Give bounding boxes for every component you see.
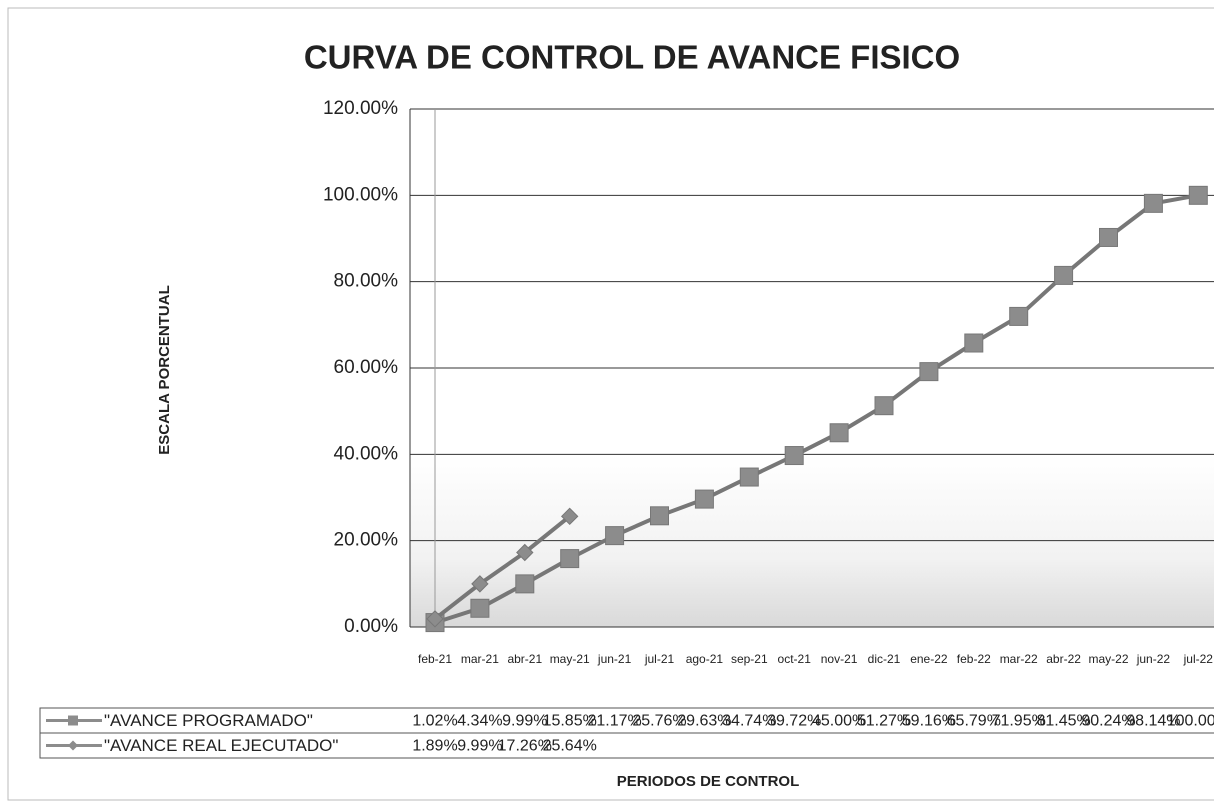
table-value: 1.89% xyxy=(412,738,457,755)
x-tick-label: nov-21 xyxy=(821,652,858,666)
x-tick-label: ago-21 xyxy=(686,652,724,666)
table-value: 25.64% xyxy=(543,738,597,755)
x-tick-label: jul-21 xyxy=(644,652,675,666)
y-tick-label: 100.00% xyxy=(323,184,398,205)
table-value: 1.02% xyxy=(412,713,457,730)
table-value: 59.16% xyxy=(902,713,956,730)
table-value: 9.99% xyxy=(457,738,502,755)
marker xyxy=(784,446,804,466)
marker xyxy=(650,506,669,526)
x-tick-label: jun-22 xyxy=(1136,652,1171,666)
x-tick-label: feb-22 xyxy=(957,652,991,666)
marker xyxy=(605,526,625,546)
marker xyxy=(964,333,984,353)
marker xyxy=(1054,265,1074,285)
chart-border xyxy=(7,7,1214,801)
table-value: 65.79% xyxy=(947,713,1001,730)
x-tick-label: oct-21 xyxy=(778,652,812,666)
marker xyxy=(1188,185,1208,205)
chart-title: CURVA DE CONTROL DE AVANCE FISICO xyxy=(304,39,960,76)
marker xyxy=(694,489,714,509)
x-tick-label: sep-21 xyxy=(731,652,768,666)
table-value: 29.63% xyxy=(677,713,731,730)
marker xyxy=(739,467,759,487)
table-value: 90.24% xyxy=(1081,713,1135,730)
marker xyxy=(470,598,490,618)
marker xyxy=(426,610,444,628)
table-value: 100.00% xyxy=(1167,713,1214,730)
x-tick-label: mar-21 xyxy=(461,652,499,666)
table-value: 25.76% xyxy=(632,713,686,730)
x-tick-label: abr-22 xyxy=(1046,652,1081,666)
legend-label: "AVANCE REAL EJECUTADO" xyxy=(104,736,338,755)
legend-marker xyxy=(68,740,78,751)
marker xyxy=(874,396,894,416)
marker xyxy=(1143,193,1163,213)
legend-marker xyxy=(68,715,78,726)
marker xyxy=(829,423,849,443)
marker xyxy=(1099,227,1118,247)
table-value: 34.74% xyxy=(722,713,776,730)
legend-label: "AVANCE PROGRAMADO" xyxy=(104,711,313,730)
x-tick-label: feb-21 xyxy=(418,652,452,666)
y-tick-label: 120.00% xyxy=(323,98,398,119)
y-axis-title: ESCALA PORCENTUAL xyxy=(156,285,173,454)
x-tick-label: mar-22 xyxy=(1000,652,1038,666)
series-line xyxy=(433,514,571,621)
x-tick-label: jun-21 xyxy=(597,652,632,666)
table-value: 4.34% xyxy=(457,713,502,730)
y-tick-label: 40.00% xyxy=(334,443,399,464)
marker xyxy=(560,549,580,569)
x-tick-label: abr-21 xyxy=(507,652,542,666)
x-axis-title: PERIODOS DE CONTROL xyxy=(617,773,800,790)
table-value: 81.45% xyxy=(1036,713,1090,730)
x-tick-label: ene-22 xyxy=(910,652,948,666)
marker xyxy=(516,543,534,562)
table-value: 98.14% xyxy=(1126,713,1180,730)
marker xyxy=(919,362,939,382)
marker xyxy=(560,507,579,526)
x-tick-label: may-21 xyxy=(550,652,590,666)
x-tick-label: may-22 xyxy=(1088,652,1128,666)
table-value: 39.72% xyxy=(767,713,821,730)
marker xyxy=(471,575,489,593)
x-tick-label: jul-22 xyxy=(1183,652,1214,666)
y-tick-label: 0.00% xyxy=(344,616,398,637)
x-tick-label: dic-21 xyxy=(868,652,901,666)
table-row xyxy=(39,732,1214,759)
table-value: 45.00% xyxy=(812,713,866,730)
table-value: 71.95% xyxy=(992,713,1046,730)
y-tick-label: 60.00% xyxy=(334,357,399,378)
y-tick-label: 80.00% xyxy=(334,271,399,292)
y-tick-label: 20.00% xyxy=(334,530,399,551)
table-value: 21.17% xyxy=(587,713,641,730)
table-value: 9.99% xyxy=(502,713,547,730)
table-value: 15.85% xyxy=(543,713,597,730)
marker xyxy=(515,574,535,594)
marker xyxy=(1009,306,1029,326)
table-value: 51.27% xyxy=(857,713,911,730)
table-value: 17.26% xyxy=(498,738,552,755)
